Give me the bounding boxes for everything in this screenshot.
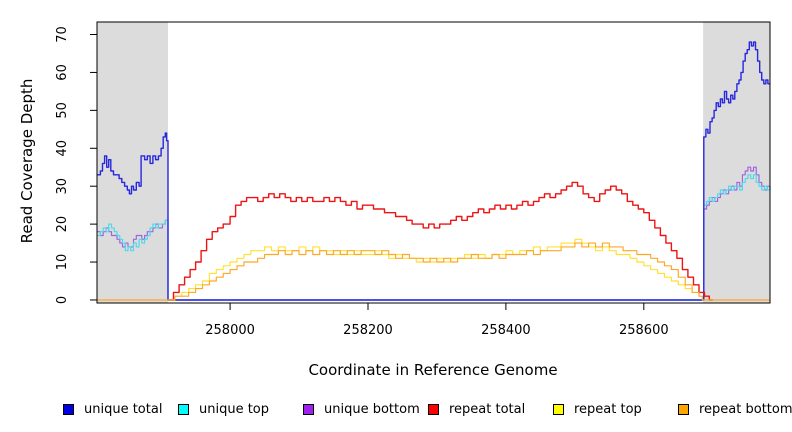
y-tick-label: 30 — [55, 178, 70, 195]
series-line-unique-bottom — [97, 166, 771, 301]
legend-item-repeat-top: repeat top — [553, 399, 642, 419]
series-line-repeat-top — [168, 238, 703, 301]
legend-label: unique bottom — [324, 401, 420, 417]
series-line-repeat-bottom — [97, 242, 770, 301]
x-tick-label: 258000 — [205, 323, 255, 338]
legend: unique total unique top unique bottom repea… — [0, 399, 792, 421]
y-tick-label: 20 — [55, 216, 70, 233]
chart-canvas: 258000 258200 258400 258600 0 10 20 30 40 50 60 70 — [55, 21, 771, 338]
series-line-repeat-total — [168, 181, 713, 301]
series-line-unique-top — [97, 174, 771, 301]
x-axis-label: Coordinate in Reference Genome — [308, 361, 558, 379]
y-tick-label: 50 — [55, 102, 70, 119]
legend-swatch-repeat-total — [428, 403, 439, 415]
legend-label: repeat bottom — [699, 401, 792, 417]
legend-swatch-unique-top — [178, 403, 189, 415]
y-tick-label: 10 — [55, 254, 70, 271]
y-axis-label: Read Coverage Depth — [18, 78, 36, 244]
legend-item-repeat-total: repeat total — [428, 399, 525, 419]
y-tick-label: 0 — [55, 296, 70, 304]
legend-swatch-unique-bottom — [303, 403, 314, 415]
legend-item-unique-bottom: unique bottom — [303, 399, 420, 419]
legend-swatch-unique-total — [63, 403, 74, 415]
legend-label: repeat total — [449, 401, 526, 417]
shaded-region-left-unique-flank — [97, 22, 169, 303]
legend-item-unique-total: unique total — [63, 399, 162, 419]
y-tick-label: 40 — [55, 140, 70, 157]
legend-label: unique total — [84, 401, 163, 417]
y-tick-label: 70 — [55, 26, 70, 43]
legend-label: unique top — [199, 401, 270, 417]
legend-item-unique-top: unique top — [178, 399, 269, 419]
legend-label: repeat top — [574, 401, 642, 417]
x-tick-label: 258600 — [619, 323, 669, 338]
legend-swatch-repeat-top — [553, 403, 564, 415]
plot-frame — [96, 21, 771, 304]
x-tick-label: 258400 — [481, 323, 531, 338]
x-tick-label: 258200 — [343, 323, 393, 338]
legend-swatch-repeat-bottom — [678, 403, 689, 415]
y-tick-label: 60 — [55, 64, 70, 81]
shaded-region-right-unique-flank — [703, 22, 770, 303]
series-line-unique-total — [97, 41, 770, 301]
legend-item-repeat-bottom: repeat bottom — [678, 399, 792, 419]
